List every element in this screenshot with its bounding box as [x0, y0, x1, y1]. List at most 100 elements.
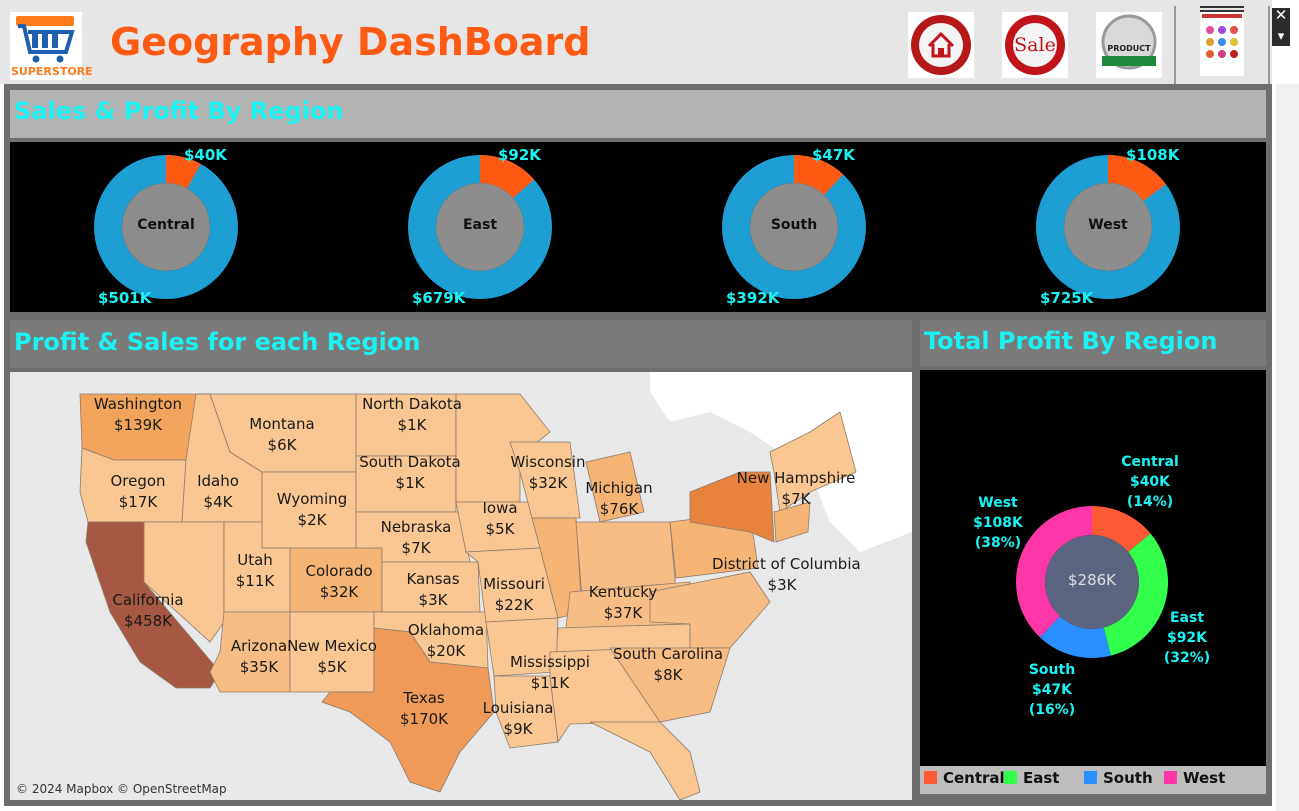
legend-item-south[interactable]: South: [1084, 769, 1153, 787]
map-state-label[interactable]: New Mexico $5K: [262, 636, 402, 678]
state-value: $6K: [267, 436, 297, 454]
profit-panel-title: Total Profit By Region: [924, 327, 1218, 355]
map-state-label[interactable]: Washington $139K: [68, 394, 208, 436]
map-state-label[interactable]: Mississippi $11K: [480, 652, 620, 694]
map-state-label[interactable]: Idaho $4K: [148, 471, 288, 513]
map-state-label[interactable]: North Dakota $1K: [342, 394, 482, 436]
map-panel-header: [10, 320, 912, 368]
us-map[interactable]: Washington $139K Montana $6K North Dakota $1K…: [10, 372, 912, 800]
profit-slice-east[interactable]: [1103, 533, 1168, 656]
cart-icon: [16, 16, 75, 63]
map-state-label[interactable]: Michigan $76K: [549, 478, 689, 520]
donut-profit-label: $92K: [498, 146, 541, 164]
close-button[interactable]: ✕: [1274, 6, 1288, 24]
map-state-label[interactable]: Kentucky $37K: [553, 582, 693, 624]
superstore-logo: SUPERSTORE: [10, 12, 93, 80]
sale-badge-label: Sale: [1014, 34, 1056, 56]
map-state-label[interactable]: Nebraska $7K: [346, 517, 486, 559]
map-state-label[interactable]: New Hampshire $7K: [726, 468, 866, 510]
state-name: Wyoming: [276, 490, 348, 508]
profit-slice-south[interactable]: [1039, 616, 1111, 658]
map-state-label[interactable]: Arizona $35K: [189, 636, 329, 678]
donut-profit-arc[interactable]: [794, 155, 844, 195]
state-value: $139K: [113, 416, 162, 434]
donut-sales-label: $725K: [1040, 289, 1094, 307]
map-state-label[interactable]: South Carolina $8K: [598, 644, 738, 686]
map-state-label[interactable]: Louisiana $9K: [448, 698, 588, 740]
donut-center: [122, 183, 210, 271]
state-value: $7K: [401, 539, 431, 557]
state-value: $22K: [494, 596, 534, 614]
state-value: $76K: [599, 500, 639, 518]
state-name: Texas: [403, 689, 445, 707]
sale-badge-icon: [1005, 15, 1065, 75]
scrollbar-track[interactable]: [1276, 84, 1299, 811]
map-state-label[interactable]: Oregon $17K: [68, 471, 208, 513]
legend-item-east[interactable]: East: [1004, 769, 1059, 787]
region-panel-title: Sales & Profit By Region: [14, 97, 344, 125]
state-value: $1K: [397, 416, 427, 434]
state-name: Washington: [93, 395, 183, 413]
geography-nav-button[interactable]: [1174, 6, 1270, 84]
state-value: $170K: [399, 710, 448, 728]
profit-slice-central[interactable]: [1092, 506, 1151, 553]
map-state-label[interactable]: Colorado $32K: [269, 561, 409, 603]
profit-slice-west[interactable]: [1016, 506, 1092, 638]
state-value: $9K: [503, 720, 533, 738]
region-donut-south[interactable]: [722, 155, 866, 299]
window-controls: [1272, 8, 1290, 46]
us-map-shapes: [79, 372, 912, 800]
profit-donut-chart: [1016, 506, 1168, 658]
state-value: $3K: [767, 576, 797, 594]
region-donut-central[interactable]: [94, 155, 238, 299]
map-state-label[interactable]: Wyoming $2K: [242, 489, 382, 531]
state-value: $5K: [317, 658, 347, 676]
thumbnail-handle: [1200, 6, 1244, 8]
sale-nav-button[interactable]: Sale: [1002, 12, 1068, 78]
map-state-label[interactable]: Montana $6K: [212, 414, 352, 456]
pie-label-east-region: East: [1169, 610, 1205, 626]
state-name: Missouri: [483, 575, 545, 593]
state-value: $4K: [203, 493, 233, 511]
donut-region-label: South: [770, 217, 818, 233]
product-nav-button[interactable]: PRODUCT: [1096, 12, 1162, 78]
state-value: $37K: [603, 604, 643, 622]
legend-label-east: East: [1023, 769, 1060, 787]
donut-profit-arc[interactable]: [166, 155, 201, 189]
map-state-label[interactable]: Iowa $5K: [430, 498, 570, 540]
home-icon: [911, 15, 971, 75]
pie-label-south-pct: (16%): [1028, 702, 1076, 718]
state-name: North Dakota: [362, 395, 462, 413]
state-value: $8K: [653, 666, 683, 684]
pie-label-east: East $92K (32%): [1148, 608, 1226, 668]
map-state-label[interactable]: Wisconsin $32K: [478, 452, 618, 494]
map-state-label[interactable]: Oklahoma $20K: [376, 620, 516, 662]
legend-label-west: West: [1183, 769, 1226, 787]
region-donut-west[interactable]: [1036, 155, 1180, 299]
map-state-label[interactable]: Utah $11K: [185, 550, 325, 592]
map-state-label[interactable]: California $458K: [78, 590, 218, 632]
donut-region-label: Central: [137, 217, 195, 233]
state-name: Michigan: [585, 479, 653, 497]
map-state-label[interactable]: Kansas $3K: [363, 569, 503, 611]
region-panel-header: [10, 90, 1266, 138]
pie-label-central-pct: (14%): [1126, 494, 1174, 510]
map-state-label[interactable]: South Dakota $1K: [340, 452, 480, 494]
legend-item-central[interactable]: Central: [924, 769, 1005, 787]
donut-profit-arc[interactable]: [1108, 155, 1166, 201]
donut-region-label: East: [462, 217, 498, 233]
region-donut-east[interactable]: [408, 155, 552, 299]
pie-label-south-region: South: [1028, 662, 1076, 678]
legend-item-west[interactable]: West: [1164, 769, 1225, 787]
map-state-label[interactable]: District of Columbia $3K: [712, 554, 861, 596]
donut-profit-arc[interactable]: [480, 155, 535, 199]
dropdown-button[interactable]: ▾: [1277, 29, 1285, 44]
state-value: $32K: [528, 474, 568, 492]
map-state-label[interactable]: Texas $170K: [354, 688, 494, 730]
map-panel-title: Profit & Sales for each Region: [14, 328, 421, 356]
state-name: Oklahoma: [407, 621, 485, 639]
home-nav-button[interactable]: [908, 12, 974, 78]
state-name: Idaho: [197, 472, 239, 490]
map-state-label[interactable]: Missouri $22K: [444, 574, 584, 616]
donut-sales-label: $501K: [98, 289, 152, 307]
